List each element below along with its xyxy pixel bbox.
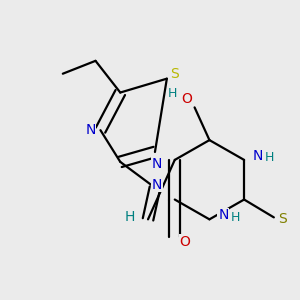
- Text: S: S: [278, 212, 287, 226]
- Text: N: N: [152, 178, 162, 192]
- Text: N: N: [253, 149, 263, 163]
- Text: H: H: [125, 210, 135, 224]
- Text: S: S: [170, 67, 179, 81]
- Text: H: H: [230, 211, 240, 224]
- Text: O: O: [179, 235, 190, 249]
- Text: H: H: [168, 87, 178, 100]
- Text: H: H: [265, 152, 274, 164]
- Text: N: N: [218, 208, 229, 222]
- Text: N: N: [85, 123, 96, 137]
- Text: N: N: [152, 157, 162, 171]
- Text: O: O: [181, 92, 192, 106]
